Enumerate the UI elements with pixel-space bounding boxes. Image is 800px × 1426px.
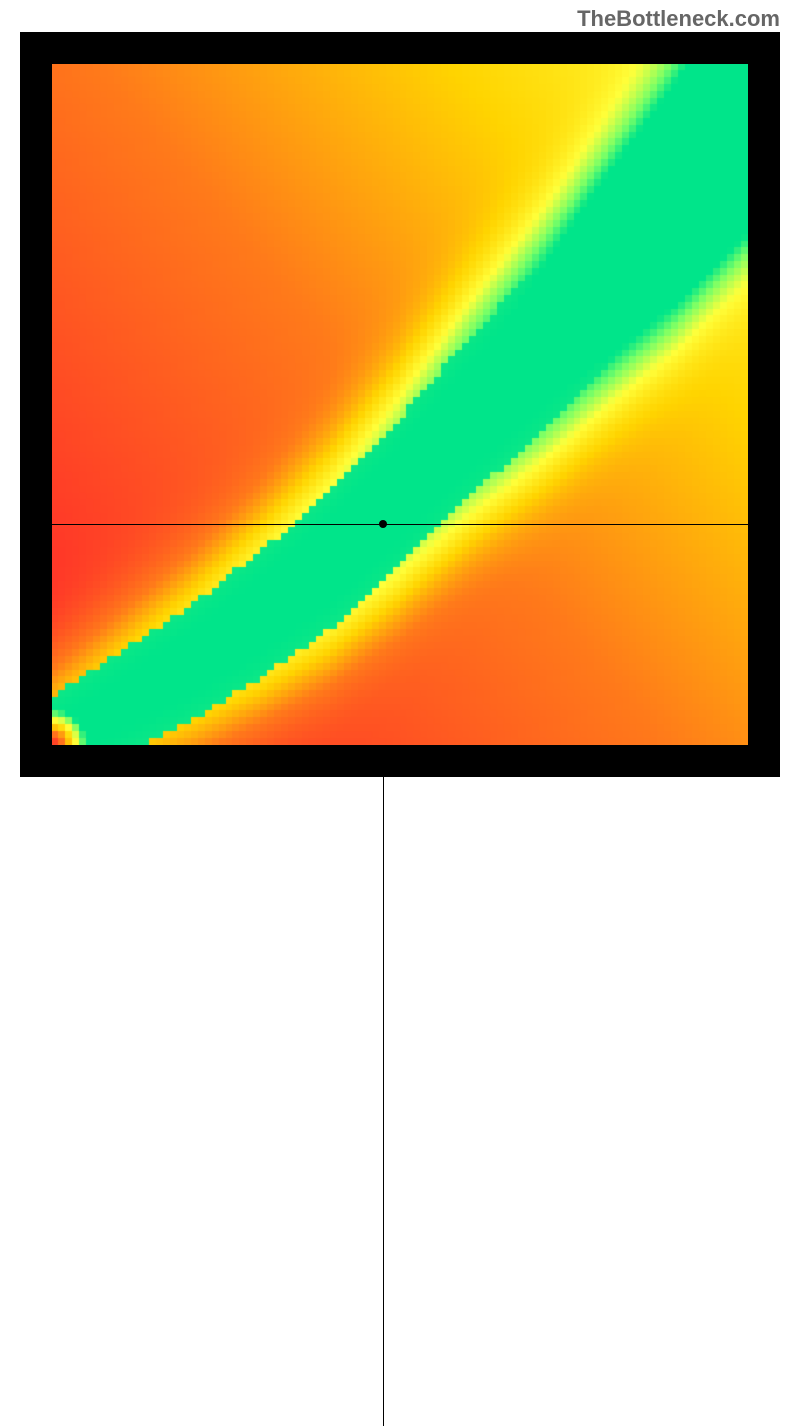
watermark-text: TheBottleneck.com bbox=[577, 6, 780, 32]
heatmap-plot-area bbox=[52, 64, 748, 745]
crosshair-vertical bbox=[383, 745, 384, 1426]
heatmap-canvas bbox=[52, 64, 748, 745]
chart-outer-frame bbox=[20, 32, 780, 777]
crosshair-point bbox=[379, 520, 387, 528]
chart-container: TheBottleneck.com bbox=[0, 0, 800, 800]
crosshair-horizontal bbox=[52, 524, 748, 525]
